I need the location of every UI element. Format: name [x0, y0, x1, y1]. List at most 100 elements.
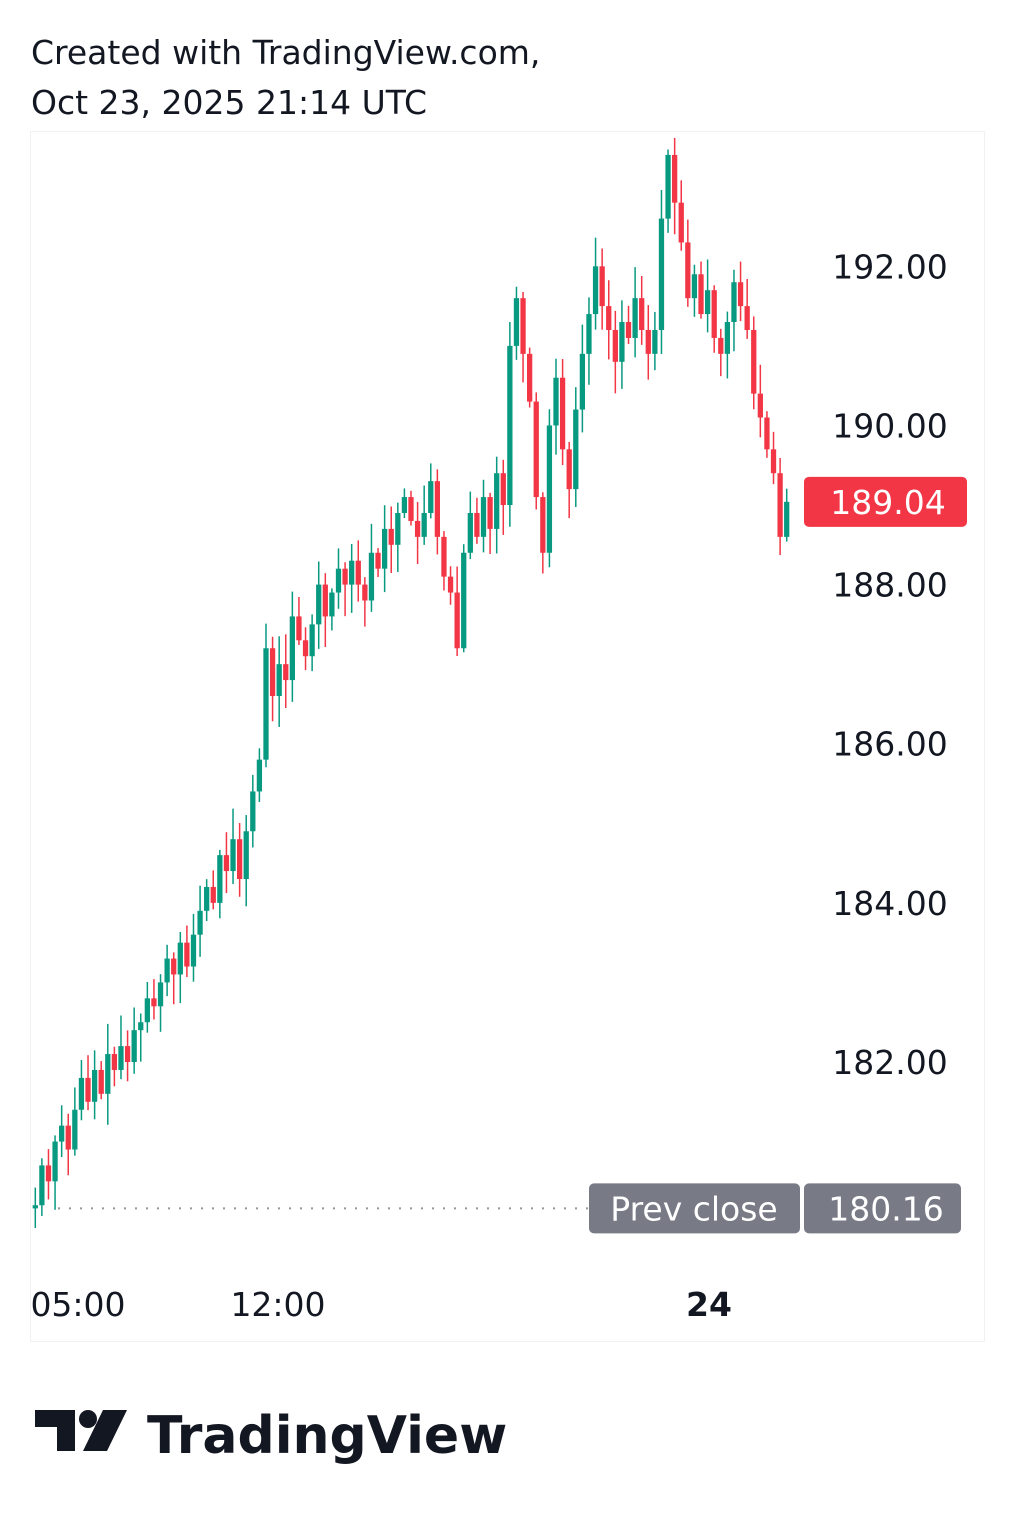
candle-body[interactable]	[434, 481, 441, 537]
candle-body[interactable]	[210, 886, 216, 903]
candle-body[interactable]	[764, 417, 770, 450]
candle-body[interactable]	[250, 791, 256, 832]
candle-body[interactable]	[494, 473, 500, 529]
candle-body[interactable]	[223, 855, 230, 872]
candle-body[interactable]	[447, 576, 454, 593]
candle-body[interactable]	[467, 512, 473, 553]
candle-body[interactable]	[553, 377, 559, 426]
candle-body[interactable]	[39, 1165, 45, 1206]
candle-body[interactable]	[381, 528, 388, 569]
candle-body[interactable]	[362, 584, 368, 601]
candle-body[interactable]	[45, 1165, 52, 1182]
candle-body[interactable]	[718, 337, 724, 354]
candle-body[interactable]	[335, 568, 342, 593]
candle-body[interactable]	[612, 329, 618, 362]
candle-body[interactable]	[625, 322, 632, 338]
candle-body[interactable]	[32, 1205, 38, 1209]
candle-body[interactable]	[685, 242, 691, 299]
candle-body[interactable]	[698, 274, 704, 315]
candle-body[interactable]	[296, 616, 302, 641]
candle-body[interactable]	[269, 648, 276, 696]
candle-body[interactable]	[144, 998, 150, 1023]
candle-body[interactable]	[540, 497, 546, 553]
candle-body[interactable]	[349, 560, 355, 585]
candle-body[interactable]	[111, 1054, 118, 1070]
candle-body[interactable]	[164, 958, 170, 983]
candle-body[interactable]	[559, 377, 566, 450]
candle-body[interactable]	[665, 154, 671, 219]
candle-body[interactable]	[652, 329, 658, 354]
candle-body[interactable]	[184, 942, 190, 967]
candle-body[interactable]	[368, 552, 375, 601]
candle-body[interactable]	[388, 528, 394, 545]
candle-body[interactable]	[118, 1046, 124, 1070]
candle-body[interactable]	[731, 282, 737, 323]
candle-body[interactable]	[408, 497, 414, 521]
candle-body[interactable]	[527, 353, 533, 402]
candle-body[interactable]	[474, 512, 480, 537]
candle-body[interactable]	[342, 568, 348, 585]
candle-body[interactable]	[72, 1109, 78, 1150]
candle-body[interactable]	[414, 520, 421, 537]
candle-body[interactable]	[52, 1141, 58, 1182]
candle-body[interactable]	[177, 942, 183, 975]
candle-body[interactable]	[322, 584, 328, 617]
candle-body[interactable]	[461, 552, 467, 649]
candle-body[interactable]	[751, 329, 757, 394]
candle-body[interactable]	[98, 1069, 104, 1094]
candle-body[interactable]	[171, 958, 177, 975]
candle-body[interactable]	[632, 298, 638, 338]
candle-body[interactable]	[513, 298, 520, 346]
candle-body[interactable]	[586, 314, 592, 354]
candle-body[interactable]	[421, 512, 427, 537]
candle-body[interactable]	[236, 839, 243, 879]
candle-body[interactable]	[500, 473, 506, 506]
candle-body[interactable]	[283, 664, 289, 681]
candle-body[interactable]	[454, 592, 460, 649]
candle-body[interactable]	[375, 552, 381, 569]
candle-body[interactable]	[777, 473, 783, 537]
candle-body[interactable]	[639, 298, 645, 330]
candle-body[interactable]	[579, 353, 586, 410]
candle-body[interactable]	[784, 501, 790, 537]
candle-body[interactable]	[744, 306, 750, 330]
candle-body[interactable]	[599, 266, 605, 307]
candle-body[interactable]	[520, 298, 526, 354]
candle-body[interactable]	[566, 449, 572, 490]
candle-body[interactable]	[65, 1125, 71, 1150]
candle-body[interactable]	[770, 449, 777, 474]
candle-body[interactable]	[428, 481, 434, 513]
candle-body[interactable]	[711, 290, 717, 338]
candle-body[interactable]	[190, 934, 197, 967]
candle-body[interactable]	[316, 584, 322, 625]
candle-body[interactable]	[619, 322, 625, 362]
candle-body[interactable]	[91, 1069, 98, 1102]
candle-body[interactable]	[78, 1077, 85, 1110]
candle-body[interactable]	[672, 154, 678, 203]
candle-body[interactable]	[197, 910, 203, 935]
candle-body[interactable]	[487, 497, 493, 529]
candle-body[interactable]	[507, 345, 513, 506]
candle-body[interactable]	[230, 839, 236, 872]
candle-body[interactable]	[355, 560, 361, 585]
candle-body[interactable]	[85, 1077, 91, 1102]
candle-body[interactable]	[243, 831, 249, 879]
candle-body[interactable]	[217, 855, 223, 903]
candle-body[interactable]	[678, 202, 684, 243]
candle-body[interactable]	[441, 536, 447, 577]
candle-body[interactable]	[658, 218, 665, 330]
candle-body[interactable]	[276, 664, 282, 696]
candle-body[interactable]	[105, 1054, 111, 1094]
candle-body[interactable]	[480, 497, 487, 537]
candle-body[interactable]	[289, 616, 295, 681]
candle-body[interactable]	[59, 1125, 65, 1142]
candle-body[interactable]	[645, 329, 651, 354]
candle-body[interactable]	[606, 306, 612, 330]
candle-body[interactable]	[138, 1022, 144, 1031]
candle-body[interactable]	[263, 648, 269, 760]
candle-body[interactable]	[737, 282, 744, 307]
candle-body[interactable]	[204, 886, 210, 911]
candle-body[interactable]	[124, 1046, 131, 1062]
candle-body[interactable]	[704, 290, 711, 315]
